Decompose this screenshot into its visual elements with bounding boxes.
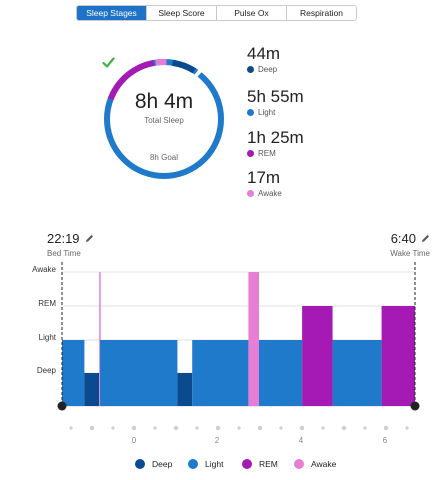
tab-respiration[interactable]: Respiration (286, 6, 356, 20)
legend-rem-label: REM (259, 459, 278, 469)
legend-deep[interactable]: Deep (135, 459, 172, 469)
donut-ring (104, 59, 224, 179)
stage-deep-value: 44m (247, 44, 281, 63)
sleep-stage-chart: Awake REM Light Deep 0 2 4 6 (0, 262, 434, 445)
check-icon (102, 57, 115, 68)
wake-time-label: Wake Time (390, 249, 430, 258)
stage-bar-awake (248, 272, 260, 406)
stage-light-label: Light (258, 108, 276, 117)
stage-bar-rem (381, 306, 415, 406)
stage-bar-light (192, 340, 249, 406)
stage-deep: 44m Deep (247, 44, 357, 74)
x-tick-dot (215, 425, 221, 431)
legend-awake-label: Awake (311, 459, 337, 469)
x-tick-dot (405, 426, 409, 430)
x-tick-dot (383, 425, 389, 431)
y-label-light: Light (38, 333, 56, 342)
bed-time-label: Bed Time (47, 249, 81, 258)
stage-rem-value: 1h 25m (247, 128, 304, 147)
x-tick-dot (237, 426, 241, 430)
sleep-donut-chart: 8h 4m Total Sleep 8h Goal (102, 57, 226, 181)
chart-plot (57, 262, 420, 431)
x-tick-dot (195, 426, 199, 430)
stage-bar-awake (99, 272, 101, 406)
donut-segment-rem (107, 59, 155, 101)
donut-gap (194, 69, 202, 78)
bed-time: 22:19 Bed Time (47, 231, 94, 258)
x-tick-dot (131, 425, 137, 431)
stage-bar-light (62, 340, 85, 406)
wake-time-handle[interactable] (410, 401, 420, 411)
x-tick-dot (257, 425, 263, 431)
stage-rem: 1h 25m REM (247, 128, 357, 158)
x-tick-4: 4 (298, 436, 304, 445)
stage-bar-rem (302, 306, 333, 406)
legend-awake[interactable]: Awake (294, 459, 336, 469)
tab-sleep-stages[interactable]: Sleep Stages (77, 6, 146, 20)
total-sleep-label: Total Sleep (144, 116, 184, 125)
x-tick-dot (153, 426, 157, 430)
donut-segment-deep (171, 59, 196, 74)
legend-deep-label: Deep (152, 459, 173, 469)
deep-legend-icon (135, 459, 145, 469)
pencil-icon[interactable] (85, 234, 94, 243)
x-tick-dot (89, 425, 95, 431)
pencil-icon[interactable] (421, 234, 430, 243)
stage-awake-label: Awake (258, 189, 282, 198)
x-tick-dot (341, 425, 347, 431)
stage-bar-light (259, 340, 303, 406)
stage-bar-deep (177, 373, 193, 406)
donut-segment-awake (155, 59, 167, 66)
x-tick-dot (363, 426, 367, 430)
y-label-rem: REM (38, 299, 56, 308)
stage-awake-value: 17m (247, 168, 281, 187)
chart-legend: Deep Light REM Awake (0, 459, 434, 473)
stage-bar-light (332, 340, 382, 406)
legend-light-label: Light (205, 459, 224, 469)
bed-time-value: 22:19 (47, 231, 80, 246)
legend-light[interactable]: Light (188, 459, 223, 469)
tab-sleep-score[interactable]: Sleep Score (146, 6, 216, 20)
wake-time-value: 6:40 (390, 231, 416, 246)
x-tick-2: 2 (214, 436, 220, 445)
total-sleep-value: 8h 4m (134, 90, 194, 113)
stage-light: 5h 55m Light (247, 87, 357, 117)
wake-time: 6:40 Wake Time (390, 231, 430, 258)
stage-light-value: 5h 55m (247, 87, 304, 106)
x-tick-6: 6 (382, 436, 388, 445)
x-tick-dot (69, 426, 73, 430)
awake-dot-icon (247, 190, 254, 197)
y-label-deep: Deep (36, 366, 56, 375)
x-tick-0: 0 (131, 436, 137, 445)
tab-pulse-ox[interactable]: Pulse Ox (216, 6, 286, 20)
awake-legend-icon (294, 459, 304, 469)
x-tick-dot (173, 425, 179, 431)
light-dot-icon (247, 109, 254, 116)
bed-time-handle[interactable] (57, 401, 67, 411)
stage-deep-label: Deep (258, 65, 278, 74)
sleep-goal-label: 8h Goal (149, 153, 179, 162)
rem-dot-icon (247, 150, 254, 157)
stage-bar-light (100, 340, 178, 406)
rem-legend-icon (242, 459, 252, 469)
stage-rem-label: REM (258, 149, 276, 158)
x-tick-dot (279, 426, 283, 430)
y-label-awake: Awake (32, 265, 56, 274)
x-tick-dot (299, 425, 305, 431)
light-legend-icon (188, 459, 198, 469)
deep-dot-icon (247, 66, 254, 73)
legend-rem[interactable]: REM (242, 459, 278, 469)
x-tick-dot (321, 426, 325, 430)
tab-bar: Sleep Stages Sleep Score Pulse Ox Respir… (76, 5, 357, 21)
stage-bar-deep (84, 373, 100, 406)
stage-awake: 17m Awake (247, 168, 357, 198)
x-tick-dot (111, 426, 115, 430)
